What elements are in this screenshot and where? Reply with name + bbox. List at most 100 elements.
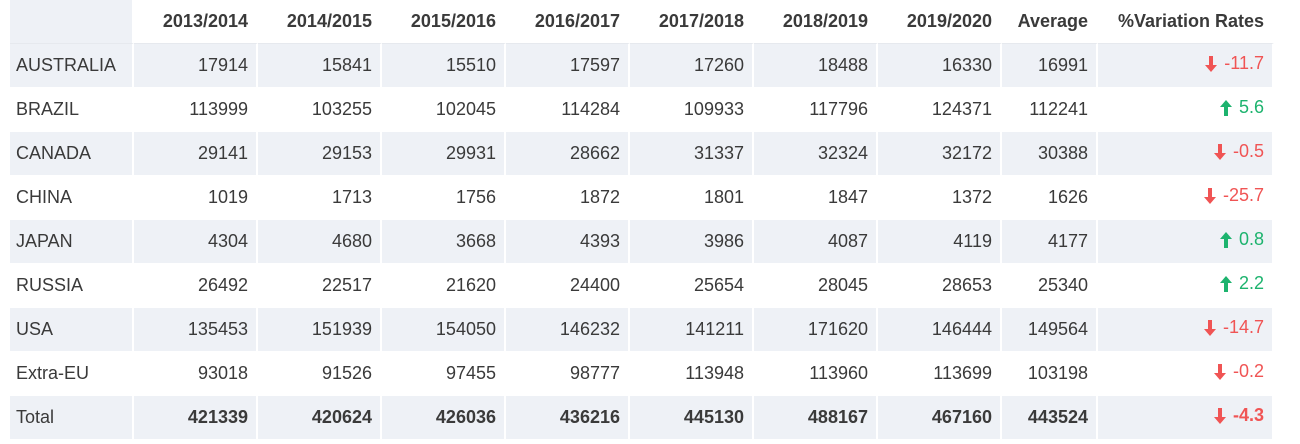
- table-row: JAPAN 4304 4680 3668 4393 3986 4087 4119 4177 0.8: [10, 220, 1274, 264]
- arrow-down-icon: [1213, 407, 1226, 424]
- arrow-up-icon: [1219, 99, 1232, 116]
- row-label: BRAZIL: [10, 88, 134, 132]
- value-cell: 97455: [382, 352, 506, 396]
- arrow-up-icon: [1219, 231, 1232, 248]
- variation-value: 0.8: [1238, 229, 1264, 250]
- column-header-average: Average: [1002, 0, 1098, 44]
- value-cell: 103255: [258, 88, 382, 132]
- row-label: AUSTRALIA: [10, 44, 134, 88]
- variation-indicator: 5.6: [1219, 97, 1264, 118]
- value-cell: 17914: [134, 44, 258, 88]
- value-cell: 488167: [754, 396, 878, 440]
- variation-value: -14.7: [1222, 317, 1264, 338]
- value-cell: 4119: [878, 220, 1002, 264]
- value-cell: 18488: [754, 44, 878, 88]
- value-cell: 113960: [754, 352, 878, 396]
- table-row: Extra-EU 93018 91526 97455 98777 113948 113960…: [10, 352, 1274, 396]
- variation-value: 2.2: [1238, 273, 1264, 294]
- variation-indicator: -0.2: [1213, 361, 1264, 382]
- value-cell: 113699: [878, 352, 1002, 396]
- variation-cell: -0.5: [1098, 132, 1274, 176]
- variation-indicator: -4.3: [1213, 405, 1264, 426]
- variation-indicator: -0.5: [1213, 141, 1264, 162]
- value-cell: 98777: [506, 352, 630, 396]
- variation-cell: 0.8: [1098, 220, 1274, 264]
- variation-cell: -11.7: [1098, 44, 1274, 88]
- value-cell: 124371: [878, 88, 1002, 132]
- value-cell: 1372: [878, 176, 1002, 220]
- value-cell: 436216: [506, 396, 630, 440]
- column-header: 2016/2017: [506, 0, 630, 44]
- average-cell: 443524: [1002, 396, 1098, 440]
- column-header: 2017/2018: [630, 0, 754, 44]
- table-row: CANADA 29141 29153 29931 28662 31337 32324 3217…: [10, 132, 1274, 176]
- value-cell: 93018: [134, 352, 258, 396]
- value-cell: 114284: [506, 88, 630, 132]
- row-label: RUSSIA: [10, 264, 134, 308]
- value-cell: 151939: [258, 308, 382, 352]
- variation-value: -25.7: [1222, 185, 1264, 206]
- value-cell: 28653: [878, 264, 1002, 308]
- value-cell: 28045: [754, 264, 878, 308]
- value-cell: 29141: [134, 132, 258, 176]
- table-header: 2013/2014 2014/2015 2015/2016 2016/2017 …: [10, 0, 1274, 44]
- value-cell: 117796: [754, 88, 878, 132]
- average-cell: 4177: [1002, 220, 1098, 264]
- variation-value: -4.3: [1232, 405, 1264, 426]
- variation-indicator: -14.7: [1203, 317, 1264, 338]
- value-cell: 4393: [506, 220, 630, 264]
- value-cell: 3986: [630, 220, 754, 264]
- value-cell: 29153: [258, 132, 382, 176]
- column-header: 2015/2016: [382, 0, 506, 44]
- table-row: BRAZIL 113999 103255 102045 114284 109933 1177…: [10, 88, 1274, 132]
- value-cell: 1713: [258, 176, 382, 220]
- variation-cell: 5.6: [1098, 88, 1274, 132]
- value-cell: 15841: [258, 44, 382, 88]
- average-cell: 16991: [1002, 44, 1098, 88]
- average-cell: 149564: [1002, 308, 1098, 352]
- value-cell: 91526: [258, 352, 382, 396]
- variation-indicator: -11.7: [1204, 53, 1264, 74]
- value-cell: 1019: [134, 176, 258, 220]
- average-cell: 1626: [1002, 176, 1098, 220]
- average-cell: 103198: [1002, 352, 1098, 396]
- value-cell: 135453: [134, 308, 258, 352]
- value-cell: 141211: [630, 308, 754, 352]
- value-cell: 31337: [630, 132, 754, 176]
- value-cell: 154050: [382, 308, 506, 352]
- value-cell: 102045: [382, 88, 506, 132]
- row-label: JAPAN: [10, 220, 134, 264]
- value-cell: 3668: [382, 220, 506, 264]
- value-cell: 113999: [134, 88, 258, 132]
- arrow-down-icon: [1203, 187, 1216, 204]
- total-row: Total 421339 420624 426036 436216 445130 48816…: [10, 396, 1274, 440]
- data-table: 2013/2014 2014/2015 2015/2016 2016/2017 …: [10, 0, 1274, 440]
- value-cell: 1801: [630, 176, 754, 220]
- value-cell: 21620: [382, 264, 506, 308]
- value-cell: 467160: [878, 396, 1002, 440]
- table-row: AUSTRALIA 17914 15841 15510 17597 17260 18488 1…: [10, 44, 1274, 88]
- column-header: 2014/2015: [258, 0, 382, 44]
- average-cell: 25340: [1002, 264, 1098, 308]
- value-cell: 22517: [258, 264, 382, 308]
- table-body: AUSTRALIA 17914 15841 15510 17597 17260 18488 1…: [10, 44, 1274, 440]
- value-cell: 26492: [134, 264, 258, 308]
- row-label: Total: [10, 396, 134, 440]
- data-table-container: 2013/2014 2014/2015 2015/2016 2016/2017 …: [10, 0, 1274, 440]
- variation-cell: -4.3: [1098, 396, 1274, 440]
- value-cell: 445130: [630, 396, 754, 440]
- variation-indicator: 0.8: [1219, 229, 1264, 250]
- value-cell: 421339: [134, 396, 258, 440]
- value-cell: 113948: [630, 352, 754, 396]
- value-cell: 17260: [630, 44, 754, 88]
- value-cell: 4680: [258, 220, 382, 264]
- variation-value: -0.2: [1232, 361, 1264, 382]
- arrow-down-icon: [1213, 143, 1226, 160]
- average-cell: 112241: [1002, 88, 1098, 132]
- value-cell: 109933: [630, 88, 754, 132]
- arrow-down-icon: [1203, 319, 1216, 336]
- column-header: 2018/2019: [754, 0, 878, 44]
- value-cell: 24400: [506, 264, 630, 308]
- column-header: 2013/2014: [134, 0, 258, 44]
- arrow-up-icon: [1219, 275, 1232, 292]
